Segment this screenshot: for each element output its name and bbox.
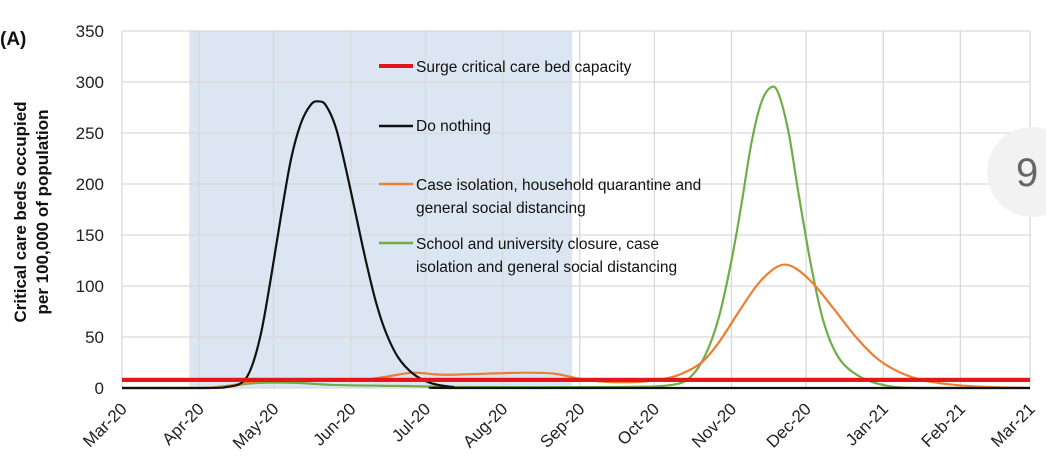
y-tick-label: 150 (76, 226, 104, 245)
series-line-1 (121, 100, 1030, 390)
x-ticks: Mar-20 Apr-20 May-20 Jun-20 Jul-20 Aug-20 Sep-… (79, 399, 1039, 453)
x-tick-label: May-20 (229, 399, 283, 453)
y-axis-label-line-2: per 100,000 of population (33, 110, 52, 315)
legend-label-surge: Surge critical care bed capacity (416, 59, 632, 76)
x-tick-label: Nov-20 (688, 399, 740, 451)
x-tick-label: Jun-20 (310, 399, 360, 449)
x-tick-label: Jan-21 (842, 399, 892, 449)
y-tick-label: 300 (76, 73, 104, 92)
y-ticks: 0 50 100 150 200 250 300 350 (76, 22, 104, 398)
x-tick-label: Mar-20 (79, 399, 131, 451)
panel-label: (A) (0, 29, 26, 50)
y-tick-label: 200 (76, 175, 104, 194)
y-tick-label: 0 (95, 379, 104, 398)
y-tick-label: 50 (85, 328, 104, 347)
page-number-badge-text: 9 (1016, 151, 1038, 195)
x-tick-label: Aug-20 (459, 399, 511, 451)
legend-label-school-closure: School and university closure, case isola… (416, 236, 677, 276)
x-tick-label: Dec-20 (763, 399, 815, 451)
y-tick-label: 350 (76, 22, 104, 41)
page-number-badge[interactable] (987, 127, 1046, 217)
y-axis-label-line-1: Critical care beds occupied (11, 101, 30, 322)
shaded-period (189, 31, 573, 388)
x-tick-label: Oct-20 (614, 399, 664, 449)
y-tick-label: 250 (76, 124, 104, 143)
legend-label-case-isolation: Case isolation, household quarantine and… (416, 177, 701, 217)
x-tick-label: Feb-21 (918, 399, 970, 451)
x-tick-label: Apr-20 (158, 399, 208, 449)
y-tick-label: 100 (76, 277, 104, 296)
legend-label-do-nothing: Do nothing (416, 118, 491, 135)
y-axis-label: Critical care beds occupied per 100,000 … (11, 101, 52, 322)
grid (121, 30, 1031, 389)
x-tick-label: Jul-20 (388, 399, 434, 445)
x-tick-label: Sep-20 (536, 399, 588, 451)
legend: Surge critical care bed capacity Do noth… (379, 59, 701, 276)
series-line-3 (121, 85, 1030, 390)
series (121, 85, 1031, 390)
x-tick-label: Mar-21 (987, 399, 1039, 451)
